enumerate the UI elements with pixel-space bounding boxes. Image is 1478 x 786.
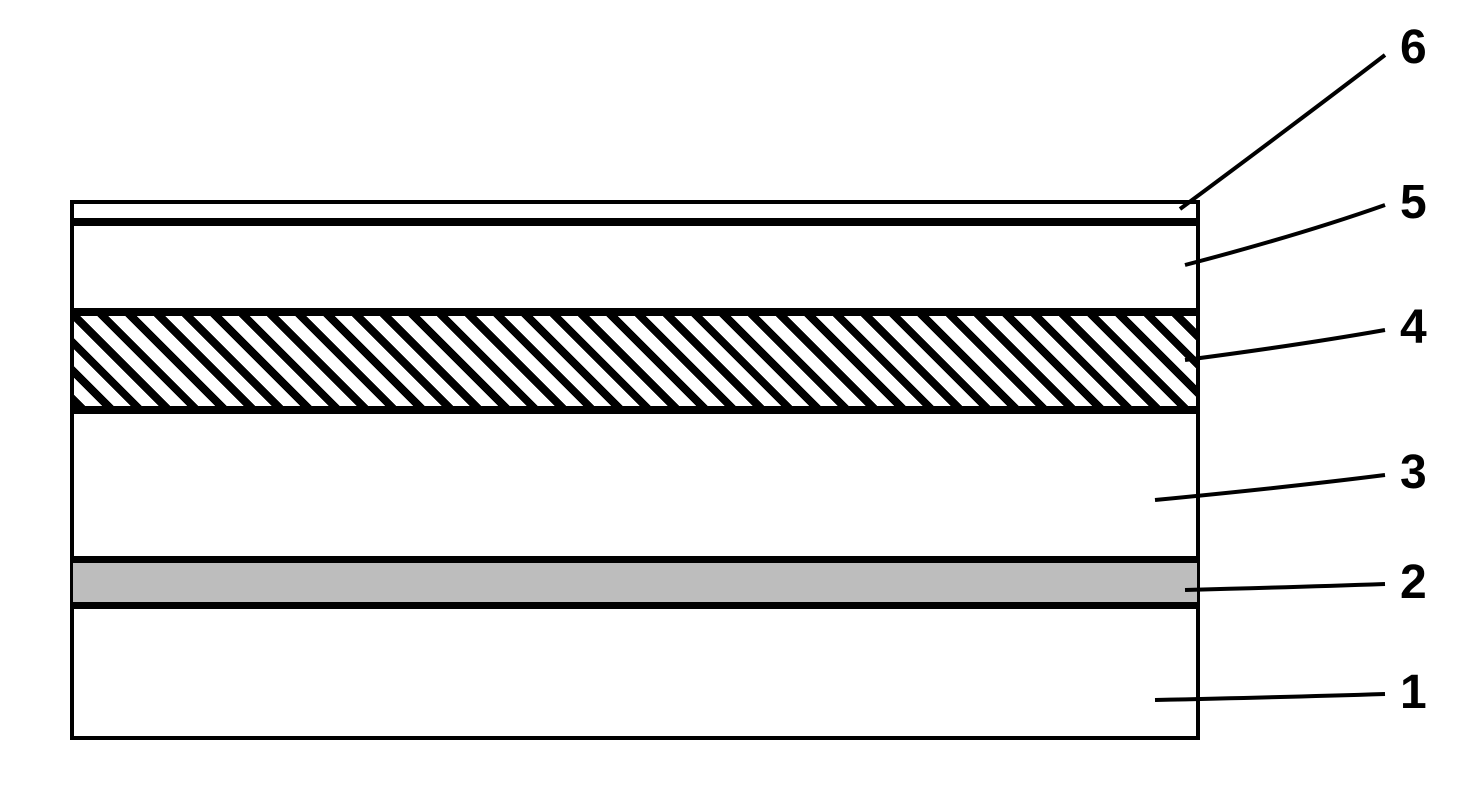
layer-label-1: 1: [1400, 665, 1427, 720]
layer-label-6: 6: [1400, 20, 1427, 75]
layer-label-3: 3: [1400, 445, 1427, 500]
leader-line-6: [1175, 50, 1390, 214]
layer-3: [70, 410, 1200, 560]
layer-label-5: 5: [1400, 175, 1427, 230]
layer-4: [70, 312, 1200, 410]
leader-line-4: [1180, 325, 1390, 365]
layer-2: [70, 560, 1200, 605]
layer-1: [70, 605, 1200, 740]
layer-label-4: 4: [1400, 300, 1427, 355]
layer-6: [70, 200, 1200, 222]
leader-line-2: [1180, 579, 1390, 595]
layer-label-2: 2: [1400, 555, 1427, 610]
figure-canvas: 6 5 4 3 2 1: [0, 0, 1478, 786]
layer-5: [70, 222, 1200, 312]
leader-line-5: [1180, 200, 1390, 270]
